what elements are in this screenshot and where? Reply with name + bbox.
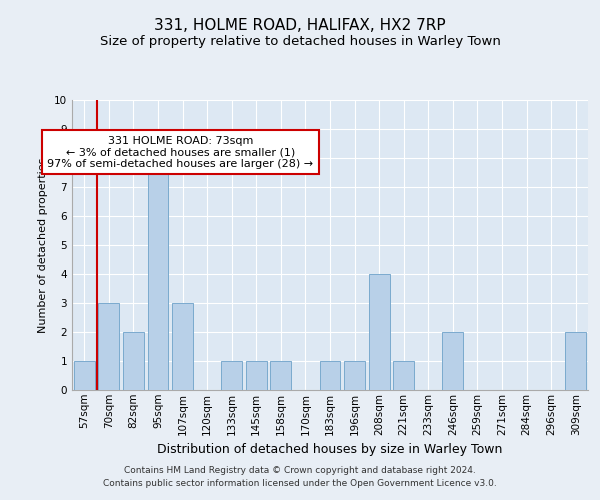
Y-axis label: Number of detached properties: Number of detached properties bbox=[38, 158, 49, 332]
Bar bbox=[148, 158, 169, 390]
Bar bbox=[565, 332, 586, 390]
Text: 331, HOLME ROAD, HALIFAX, HX2 7RP: 331, HOLME ROAD, HALIFAX, HX2 7RP bbox=[154, 18, 446, 32]
Bar bbox=[74, 361, 95, 390]
Text: Contains HM Land Registry data © Crown copyright and database right 2024.
Contai: Contains HM Land Registry data © Crown c… bbox=[103, 466, 497, 487]
Bar bbox=[221, 361, 242, 390]
Bar bbox=[123, 332, 144, 390]
Text: Size of property relative to detached houses in Warley Town: Size of property relative to detached ho… bbox=[100, 35, 500, 48]
Bar bbox=[368, 274, 389, 390]
Bar bbox=[442, 332, 463, 390]
Bar bbox=[246, 361, 267, 390]
Bar bbox=[271, 361, 292, 390]
Bar bbox=[393, 361, 414, 390]
X-axis label: Distribution of detached houses by size in Warley Town: Distribution of detached houses by size … bbox=[157, 443, 503, 456]
Bar bbox=[320, 361, 340, 390]
Bar bbox=[344, 361, 365, 390]
Bar bbox=[172, 303, 193, 390]
Text: 331 HOLME ROAD: 73sqm
← 3% of detached houses are smaller (1)
97% of semi-detach: 331 HOLME ROAD: 73sqm ← 3% of detached h… bbox=[47, 136, 313, 169]
Bar bbox=[98, 303, 119, 390]
